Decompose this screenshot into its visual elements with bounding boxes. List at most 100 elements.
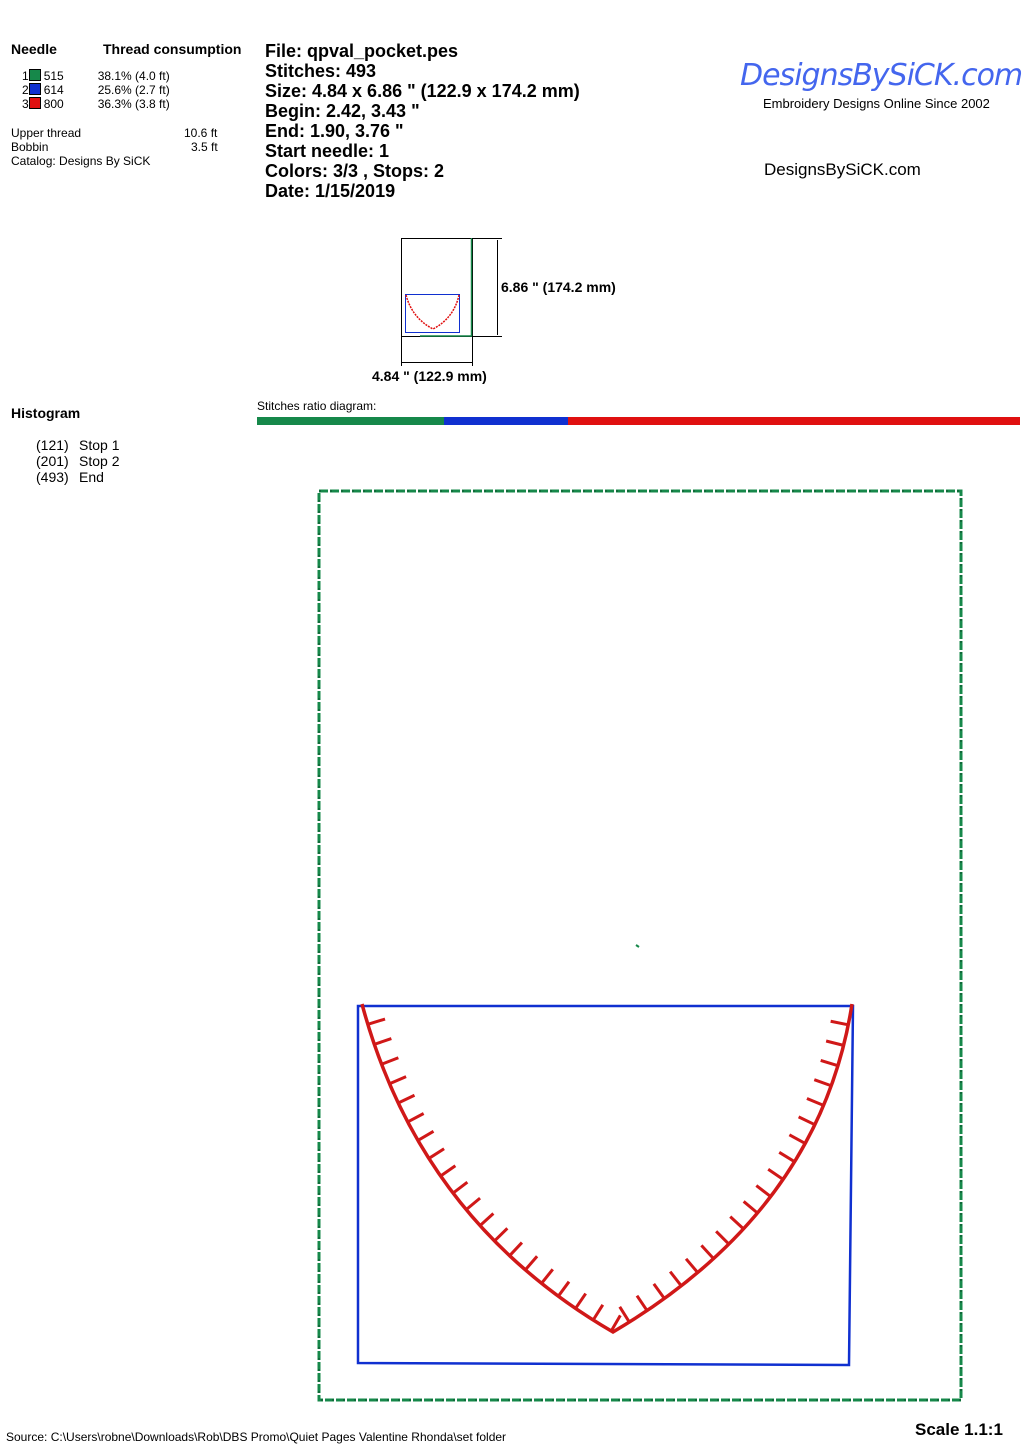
width-dimension: 4.84 " (122.9 mm)	[372, 368, 487, 384]
stitch-tick	[540, 1268, 554, 1285]
stitch-tick	[700, 1244, 715, 1260]
stitch-tick	[465, 1196, 482, 1211]
stop-label: End	[79, 469, 104, 485]
thread-consumption: 36.3% (3.8 ft)	[97, 97, 170, 111]
stitch-tick	[381, 1056, 399, 1066]
stitch-count: Stitches: 493	[265, 61, 377, 81]
stitch-tick	[479, 1212, 495, 1227]
brand-logo: DesignsBySiCK.com	[740, 58, 1023, 93]
stitch-tick	[388, 1075, 407, 1086]
blue-pocket-outline	[356, 1004, 855, 1367]
upper-thread-value: 10.6 ft	[184, 126, 218, 140]
source-path: Source: C:\Users\robne\Downloads\Rob\DBS…	[6, 1430, 507, 1444]
ratio-segment	[257, 417, 444, 425]
stitch-tick	[373, 1037, 392, 1046]
ratio-label: Stitches ratio diagram:	[257, 399, 377, 413]
green-start-mark	[635, 944, 640, 948]
stitch-tick	[493, 1227, 509, 1243]
thread-consumption-header: Thread consumption	[103, 41, 242, 57]
design-size: Size: 4.84 x 6.86 " (122.9 x 174.2 mm)	[265, 81, 580, 101]
stitch-tick	[609, 1314, 622, 1332]
stitch-tick	[397, 1093, 416, 1105]
histogram-item: (201) Stop 2	[36, 453, 119, 469]
stitch-tick	[635, 1294, 649, 1312]
design-thumbnail	[401, 238, 502, 366]
stitches-ratio-bar	[257, 417, 1020, 425]
stop-label: Stop 1	[79, 437, 120, 453]
design-date: Date: 1/15/2019	[265, 181, 396, 201]
stitch-tick	[618, 1306, 631, 1323]
stitch-tick	[742, 1200, 759, 1215]
needle-list: 1 515 38.1% (4.0 ft) 2 614 25.6% (2.7 ft) 3 800…	[22, 69, 170, 111]
stitch-tick	[684, 1257, 699, 1274]
needle-row: 1 515 38.1% (4.0 ft)	[22, 69, 170, 83]
scale-label: Scale 1.1:1	[915, 1420, 1003, 1439]
end-point: End: 1.90, 3.76 "	[265, 121, 404, 141]
red-heart-curve	[360, 1003, 854, 1335]
stitch-tick	[407, 1112, 425, 1124]
logo-tagline: Embroidery Designs Online Since 2002	[763, 96, 990, 111]
stitch-tick	[417, 1130, 435, 1142]
stitch-tick	[820, 1059, 839, 1068]
histogram-item: (121) Stop 1	[36, 437, 119, 453]
thread-code: 515	[43, 69, 64, 83]
ratio-segment	[568, 417, 1020, 425]
stitch-tick	[668, 1270, 683, 1287]
thread-consumption: 38.1% (4.0 ft)	[97, 69, 170, 83]
thread-color-swatch	[28, 97, 41, 109]
thread-code: 614	[43, 83, 64, 97]
histogram-title: Histogram	[11, 405, 81, 421]
catalog: Catalog: Designs By SiCK	[11, 154, 151, 168]
begin-point: Begin: 2.42, 3.43 "	[265, 101, 420, 121]
stitch-tick	[574, 1292, 587, 1310]
bobbin-value: 3.5 ft	[191, 140, 218, 154]
red-stitch-ticks	[367, 1017, 849, 1332]
needle-number: 1	[22, 69, 29, 83]
stitch-tick	[524, 1255, 539, 1271]
stitch-tick	[729, 1215, 745, 1230]
stitch-tick	[755, 1184, 772, 1198]
stitch-tick	[778, 1151, 796, 1163]
colors-stops: Colors: 3/3 , Stops: 2	[265, 161, 445, 181]
stitch-tick	[830, 1019, 849, 1027]
stitch-tick	[715, 1230, 730, 1246]
ratio-segment	[443, 417, 569, 425]
stitch-tick	[788, 1133, 806, 1145]
needle-number: 3	[22, 97, 29, 111]
stitch-count: (493)	[36, 469, 69, 485]
needle-header: Needle	[11, 41, 57, 57]
stitch-count: (121)	[36, 437, 69, 453]
upper-thread-label: Upper thread	[11, 126, 82, 140]
stitch-tick	[367, 1017, 386, 1026]
histogram-list: (121) Stop 1 (201) Stop 2 (493) End	[36, 437, 119, 485]
thread-code: 800	[43, 97, 64, 111]
design-info: File: qpval_pocket.pes Stitches: 493 Siz…	[265, 41, 580, 201]
needle-row: 3 800 36.3% (3.8 ft)	[22, 97, 170, 111]
needle-number: 2	[22, 83, 29, 97]
stitch-tick	[439, 1164, 457, 1178]
stitch-tick	[806, 1097, 825, 1107]
stitch-tick	[557, 1280, 571, 1298]
needle-row: 2 614 25.6% (2.7 ft)	[22, 83, 170, 97]
website: DesignsBySiCK.com	[764, 160, 921, 179]
histogram-item: (493) End	[36, 469, 119, 485]
stitch-count: (201)	[36, 453, 69, 469]
stitch-tick	[652, 1283, 666, 1300]
thread-color-swatch	[28, 69, 41, 81]
stop-label: Stop 2	[79, 453, 120, 469]
stitch-tick	[767, 1167, 784, 1181]
stitch-tick	[813, 1078, 832, 1088]
stitch-tick	[797, 1115, 816, 1127]
thread-color-swatch	[28, 83, 41, 95]
green-outline	[317, 489, 963, 1402]
bobbin-label: Bobbin	[11, 140, 49, 154]
stitch-tick	[508, 1241, 524, 1257]
stitch-tick	[452, 1180, 469, 1195]
stitch-tick	[825, 1039, 844, 1047]
height-dimension: 6.86 " (174.2 mm)	[501, 279, 616, 295]
stitch-tick	[591, 1303, 605, 1321]
stitch-tick	[428, 1147, 445, 1160]
thread-consumption: 25.6% (2.7 ft)	[97, 83, 170, 97]
file-name: File: qpval_pocket.pes	[265, 41, 459, 61]
